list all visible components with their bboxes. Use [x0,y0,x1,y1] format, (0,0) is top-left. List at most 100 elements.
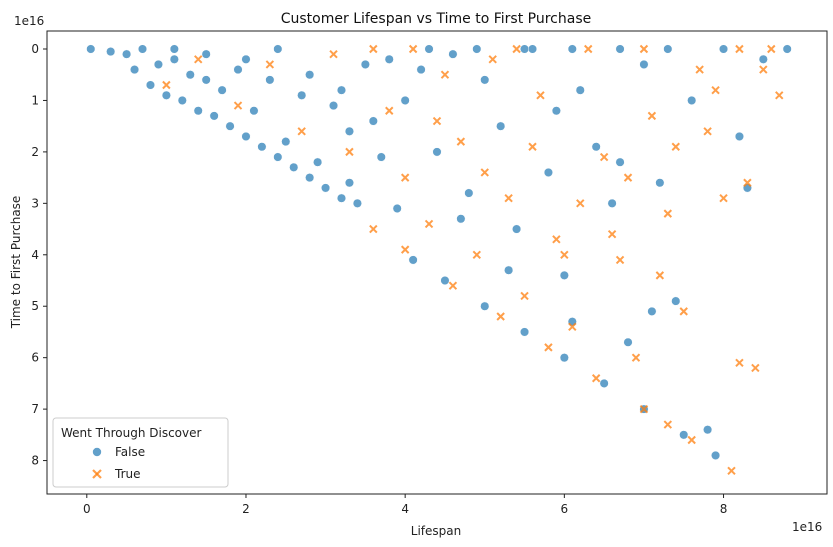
data-point-true [576,199,585,208]
data-point-false [289,162,299,172]
data-point-true [385,106,394,115]
data-point-true [735,44,744,54]
data-point-false [153,59,163,69]
data-point-false [718,44,729,54]
data-point-true [265,60,275,69]
y-tick-label: 0 [31,42,39,56]
data-point-false [734,131,744,142]
data-point-false [687,95,697,105]
data-point-false [336,193,347,203]
data-point-true [345,147,354,157]
y-tick-label: 6 [31,351,39,365]
data-point-false [193,106,203,116]
data-point-false [122,49,132,59]
data-point-false [559,353,569,363]
data-point-true [703,127,712,136]
data-point-false [217,85,227,95]
data-point-false [145,80,156,90]
data-point-false [551,106,561,116]
y-axis-ticks: 0 1 2 3 4 5 6 7 8 [31,42,47,468]
data-point-false [368,116,378,126]
x-axis-title: Lifespan [411,524,461,538]
data-point-true [639,404,649,414]
data-point-true [233,101,243,110]
data-point-true [695,65,704,74]
data-point-false [328,101,339,111]
data-point-false [305,70,315,80]
data-point-true [369,224,378,234]
y-axis-title: Time to First Purchase [9,196,23,330]
data-point-true [496,312,505,321]
data-point-false [408,255,418,265]
data-point-false [711,450,721,460]
data-point-false [297,90,307,100]
data-point-true [615,255,625,265]
points-layer [86,44,792,476]
y-tick-label: 1 [31,93,39,107]
data-point-true [767,44,776,54]
data-point-false [241,131,251,142]
data-point-false [496,121,506,131]
data-point-false [424,44,434,54]
data-point-false [782,44,792,54]
data-point-false [257,142,267,152]
y-tick-label: 5 [31,299,39,313]
data-point-false [321,183,331,193]
data-point-false [671,296,681,306]
data-point-true [631,353,641,362]
data-point-true [512,44,521,54]
data-point-false [273,44,283,54]
data-point-true [775,91,784,100]
data-point-true [536,91,545,100]
data-point-false [106,47,116,57]
data-point-false [265,75,275,85]
data-point-false [336,85,347,95]
data-point-false [161,90,171,100]
data-point-false [448,49,458,59]
data-point-false [543,167,553,178]
data-point-false [201,49,211,59]
data-point-false [137,44,148,54]
data-point-false [440,275,450,286]
y-tick-label: 8 [31,454,39,468]
data-point-true [400,173,410,182]
data-point-false [512,224,522,234]
data-point-true [663,209,673,218]
data-point-false [376,152,386,162]
data-point-true [727,466,736,476]
data-point-false [663,44,673,54]
data-point-false [313,157,323,167]
data-point-false [185,70,195,80]
x-offset-label: 1e16 [792,520,822,534]
data-point-true [759,65,768,74]
data-point-false [392,203,402,214]
data-point-false [575,85,585,95]
legend-label-true: True [114,467,141,481]
x-axis-ticks: 0 2 4 6 8 [83,494,727,516]
y-tick-label: 3 [31,196,39,210]
data-point-false [225,121,235,131]
data-point-false [456,214,466,224]
data-point-true [488,55,497,64]
legend-title: Went Through Discover [61,426,202,440]
data-point-true [655,271,665,280]
data-point-false [464,188,474,198]
data-point-false [599,378,609,388]
chart-title: Customer Lifespan vs Time to First Purch… [281,11,592,27]
data-point-true [560,250,569,259]
data-point-true [647,111,657,121]
x-tick-label: 4 [401,502,409,516]
data-point-true [480,168,489,177]
data-point-false [273,152,283,162]
x-tick-label: 8 [720,502,728,516]
data-point-false [384,54,394,64]
data-point-false [591,142,601,152]
y-tick-label: 2 [31,145,39,159]
data-point-true [552,235,561,244]
data-point-false [177,95,187,105]
data-point-true [719,193,728,203]
data-point-true [432,116,442,126]
data-point-true [456,137,466,146]
